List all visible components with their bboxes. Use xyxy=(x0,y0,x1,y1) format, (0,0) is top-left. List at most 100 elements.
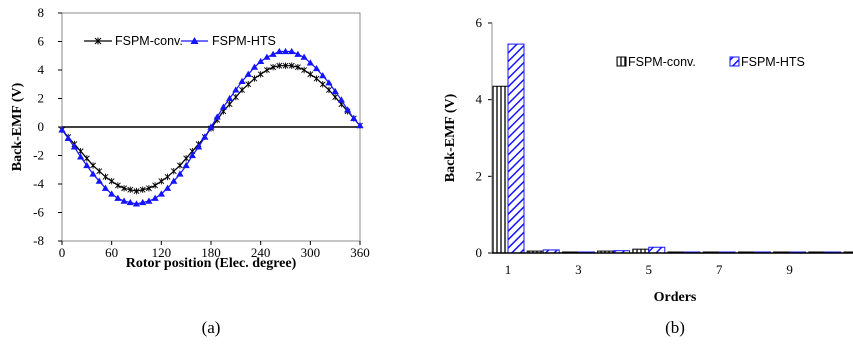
data-point xyxy=(307,71,314,78)
data-point xyxy=(120,197,128,204)
data-point xyxy=(163,184,172,191)
data-point xyxy=(139,198,147,206)
y-tick-label-a: 6 xyxy=(38,34,45,49)
y-tick-label-a: 0 xyxy=(38,119,45,134)
legend-a-hts-marker xyxy=(190,37,199,44)
y-axis-label-b: Back-EMF (V) xyxy=(443,93,458,182)
data-point xyxy=(207,123,215,130)
data-point xyxy=(170,177,178,184)
x-tick-label-a: 360 xyxy=(350,245,370,260)
legend-b-hts-swatch xyxy=(729,56,740,67)
data-point xyxy=(226,94,234,102)
data-point xyxy=(102,173,109,181)
caption-a: (a) xyxy=(202,318,221,337)
data-point xyxy=(326,86,332,94)
data-point xyxy=(64,134,72,141)
data-point xyxy=(306,59,314,66)
x-tick-label-a: 180 xyxy=(201,245,221,260)
data-point xyxy=(319,72,327,79)
data-point xyxy=(226,101,233,108)
x-tick-label-b: 7 xyxy=(716,262,723,277)
data-point xyxy=(219,103,228,110)
series-fspm-hts xyxy=(58,47,364,207)
data-point xyxy=(239,86,245,94)
data-point xyxy=(312,64,321,72)
data-point xyxy=(232,86,240,93)
data-point xyxy=(164,173,171,181)
data-point xyxy=(319,81,326,88)
x-tick-label-a: 240 xyxy=(251,245,271,260)
data-point xyxy=(177,162,183,169)
y-tick-label-b: 4 xyxy=(476,92,483,107)
data-point xyxy=(157,190,165,197)
x-tick-label-b: 5 xyxy=(646,262,653,277)
y-axis-label-a: Back-EMF (V) xyxy=(10,82,25,171)
data-point xyxy=(294,63,301,71)
data-point xyxy=(270,63,277,71)
data-point xyxy=(276,62,283,69)
y-tick-label-a: -2 xyxy=(33,148,44,163)
data-point xyxy=(145,185,152,192)
data-point xyxy=(170,167,177,175)
data-point xyxy=(77,153,85,160)
y-tick-label-b: 0 xyxy=(476,245,483,260)
data-point xyxy=(182,161,190,169)
x-axis-label-b: Orders xyxy=(654,290,697,305)
data-point xyxy=(151,194,159,201)
y-tick-label-a: 4 xyxy=(38,62,45,77)
legend-b: FSPM-conv. FSPM-HTS xyxy=(616,55,805,69)
data-point xyxy=(188,151,196,159)
data-point xyxy=(139,186,146,193)
legend-b-conv-swatch xyxy=(616,56,627,67)
x-tick-label-b: 9 xyxy=(786,262,793,277)
data-point xyxy=(201,133,209,140)
bar-fspm-hts-order-1 xyxy=(507,43,525,254)
y-tick-label-b: 6 xyxy=(476,15,483,30)
data-point xyxy=(301,66,308,74)
data-point xyxy=(83,161,91,169)
data-point xyxy=(108,190,116,197)
data-point xyxy=(132,200,141,207)
data-point xyxy=(343,106,352,113)
x-tick-label-a: 120 xyxy=(152,245,172,260)
data-point xyxy=(108,177,115,185)
caption-b: (b) xyxy=(665,318,685,337)
data-point xyxy=(83,155,90,162)
data-point xyxy=(245,81,252,88)
chart-a: 8 6 4 2 0 -2 -4 -6 -8 0 60 120 180 240 300 360 Back-EM… xyxy=(10,5,370,337)
legend-a-hts-label: FSPM-HTS xyxy=(212,34,276,48)
data-point xyxy=(158,177,165,185)
data-point xyxy=(300,53,308,60)
y-tick-label-a: -8 xyxy=(33,233,44,248)
x-tick-label-a: 300 xyxy=(301,245,321,260)
data-point xyxy=(356,121,364,129)
y-tick-label-a: 2 xyxy=(38,91,45,106)
data-point xyxy=(275,47,283,55)
bar-fspm-hts-order-5 xyxy=(648,246,666,254)
legend-b-hts-label: FSPM-HTS xyxy=(741,55,805,69)
data-point xyxy=(257,71,264,78)
data-point xyxy=(114,194,122,201)
y-tick-label-a: -4 xyxy=(33,176,44,191)
data-point xyxy=(114,182,121,189)
data-point xyxy=(89,170,97,177)
data-point xyxy=(145,197,153,204)
data-point xyxy=(194,143,203,150)
data-point xyxy=(232,93,239,101)
data-point xyxy=(213,113,221,120)
data-point xyxy=(127,186,134,193)
data-point xyxy=(288,62,295,69)
data-point xyxy=(251,75,258,82)
data-point xyxy=(121,185,128,192)
data-point xyxy=(331,87,339,94)
data-point xyxy=(133,187,140,195)
y-tick-label-a: 8 xyxy=(38,5,45,20)
data-point xyxy=(337,96,345,103)
data-point xyxy=(332,93,339,101)
data-point xyxy=(183,155,190,162)
legend-b-conv-label: FSPM-conv. xyxy=(628,55,696,69)
data-point xyxy=(294,50,302,57)
data-point xyxy=(90,162,96,169)
data-point xyxy=(269,50,277,57)
